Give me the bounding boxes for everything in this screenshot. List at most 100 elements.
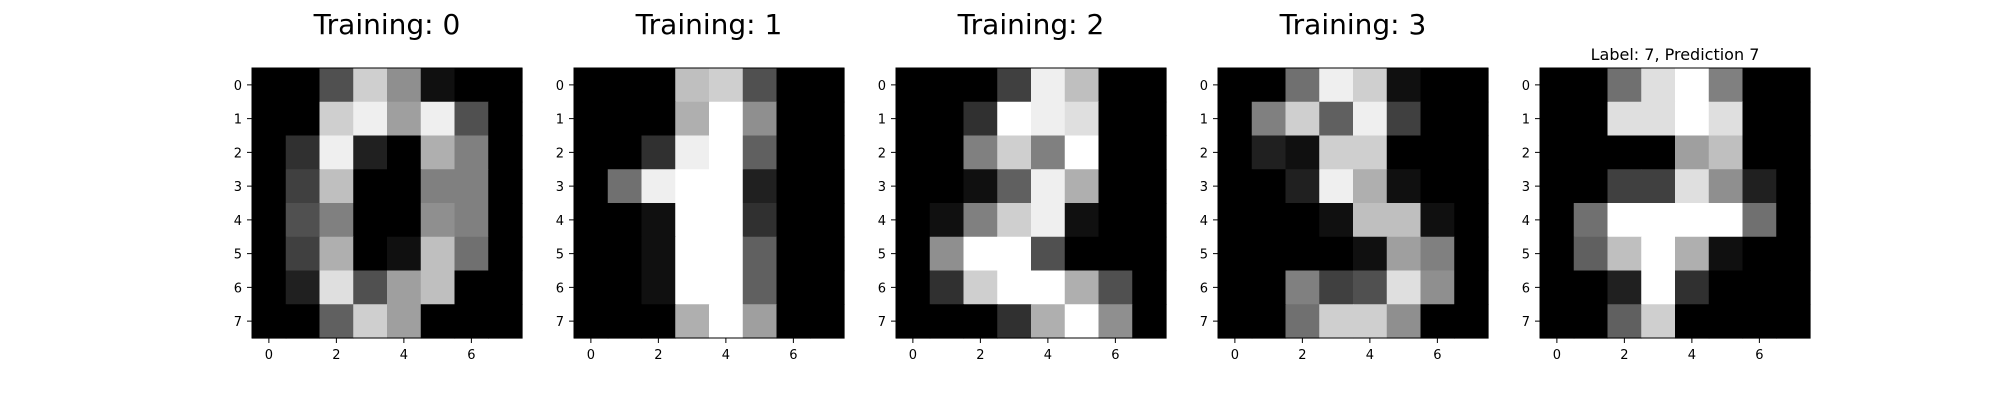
pixel-cell (1218, 101, 1253, 137)
pixel-cell (1285, 270, 1320, 305)
pixel-cell (1132, 101, 1167, 137)
pixel-cell (1607, 236, 1642, 272)
pixel-cell (1540, 135, 1575, 170)
pixel-cell (1540, 169, 1575, 204)
y-tick-label: 0 (1200, 79, 1208, 94)
pixel-cell (1540, 101, 1575, 137)
pixel-cell (896, 270, 931, 305)
pixel-cell (1742, 169, 1777, 204)
pixel-cell (1540, 304, 1575, 339)
panel-title: Label: 7, Prediction 7 (1591, 45, 1760, 64)
y-tick-label: 4 (1200, 214, 1208, 229)
pixel-cell (1098, 169, 1133, 204)
pixel-cell (1251, 203, 1287, 238)
pixel-cell (1675, 68, 1710, 103)
pixel-cell (1420, 236, 1455, 272)
pixel-cell (1218, 203, 1253, 238)
pixel-cell (1454, 68, 1489, 103)
pixel-cell (420, 68, 456, 103)
y-tick-label: 7 (878, 315, 886, 330)
y-tick-label: 5 (878, 248, 886, 263)
pixel-cell (963, 101, 998, 137)
pixel-cell (454, 135, 489, 170)
pixel-cell (285, 270, 321, 305)
y-tick-label: 2 (234, 146, 242, 161)
pixel-cell (1064, 101, 1100, 137)
pixel-cell (252, 101, 287, 137)
pixel-cell (387, 135, 422, 170)
pixel-cell (742, 304, 778, 339)
pixel-cell (1064, 169, 1100, 204)
pixel-cell (1319, 68, 1354, 103)
y-tick-label: 6 (1522, 281, 1530, 296)
pixel-cell (252, 203, 287, 238)
pixel-cell (1742, 135, 1777, 170)
digit-panel-3: Training: 3 0 1 2 3 4 5 6 7 0 2 4 6 (1200, 8, 1489, 363)
pixel-cell (1607, 169, 1642, 204)
pixel-cell (252, 304, 287, 339)
pixel-cell (1540, 270, 1575, 305)
pixel-cell (285, 203, 321, 238)
pixel-cell (1742, 270, 1777, 305)
pixel-cell (1031, 101, 1066, 137)
x-tick-label: 4 (1688, 348, 1696, 363)
x-tick-label: 4 (400, 348, 408, 363)
pixel-cell (319, 169, 354, 204)
pixel-cell (420, 270, 456, 305)
pixel-cell (997, 270, 1032, 305)
pixel-cell (454, 169, 489, 204)
pixel-cell (353, 169, 388, 204)
pixel-cell (1251, 135, 1287, 170)
pixel-cell (488, 68, 523, 103)
pixel-cell (607, 135, 643, 170)
pixel-cell (574, 135, 609, 170)
pixel-cell (997, 169, 1032, 204)
y-tick-label: 1 (1522, 113, 1530, 128)
pixel-cell (1285, 68, 1320, 103)
panel-title: Training: 0 (313, 8, 461, 41)
pixel-cell (1420, 270, 1455, 305)
pixel-cell (1742, 203, 1777, 238)
pixel-cell (1573, 304, 1609, 339)
pixel-cell (1742, 236, 1777, 272)
pixel-cell (1742, 68, 1777, 103)
pixel-cell (1064, 304, 1100, 339)
pixel-cell (252, 169, 287, 204)
pixel-cell (1353, 270, 1388, 305)
pixel-cell (929, 236, 965, 272)
pixel-cell (574, 236, 609, 272)
y-tick-label: 1 (234, 113, 242, 128)
pixel-cell (1285, 203, 1320, 238)
pixel-cell (488, 270, 523, 305)
pixel-cell (1675, 270, 1710, 305)
pixel-cell (1064, 236, 1100, 272)
pixel-cell (810, 203, 845, 238)
pixel-cell (285, 101, 321, 137)
pixel-cell (963, 270, 998, 305)
pixel-cell (675, 68, 710, 103)
pixel-cell (1285, 101, 1320, 137)
pixel-cell (776, 169, 811, 204)
pixel-cell (675, 169, 710, 204)
pixel-cell (488, 203, 523, 238)
pixel-cell (420, 304, 456, 339)
pixel-cell (1540, 203, 1575, 238)
x-tick-label: 6 (1755, 348, 1763, 363)
pixel-cell (1132, 236, 1167, 272)
y-tick-label: 7 (1522, 315, 1530, 330)
pixel-cell (1573, 135, 1609, 170)
pixel-cell (353, 135, 388, 170)
pixel-cell (1675, 203, 1710, 238)
axes-frame (1539, 67, 1811, 339)
pixel-cell (1218, 135, 1253, 170)
pixel-cell (1353, 169, 1388, 204)
pixel-cell (1132, 135, 1167, 170)
pixel-cell (1573, 169, 1609, 204)
x-tick-label: 6 (789, 348, 797, 363)
pixel-cell (776, 236, 811, 272)
pixel-cell (488, 169, 523, 204)
pixel-cell (1353, 68, 1388, 103)
x-tick-label: 2 (1620, 348, 1628, 363)
pixel-cell (929, 169, 965, 204)
